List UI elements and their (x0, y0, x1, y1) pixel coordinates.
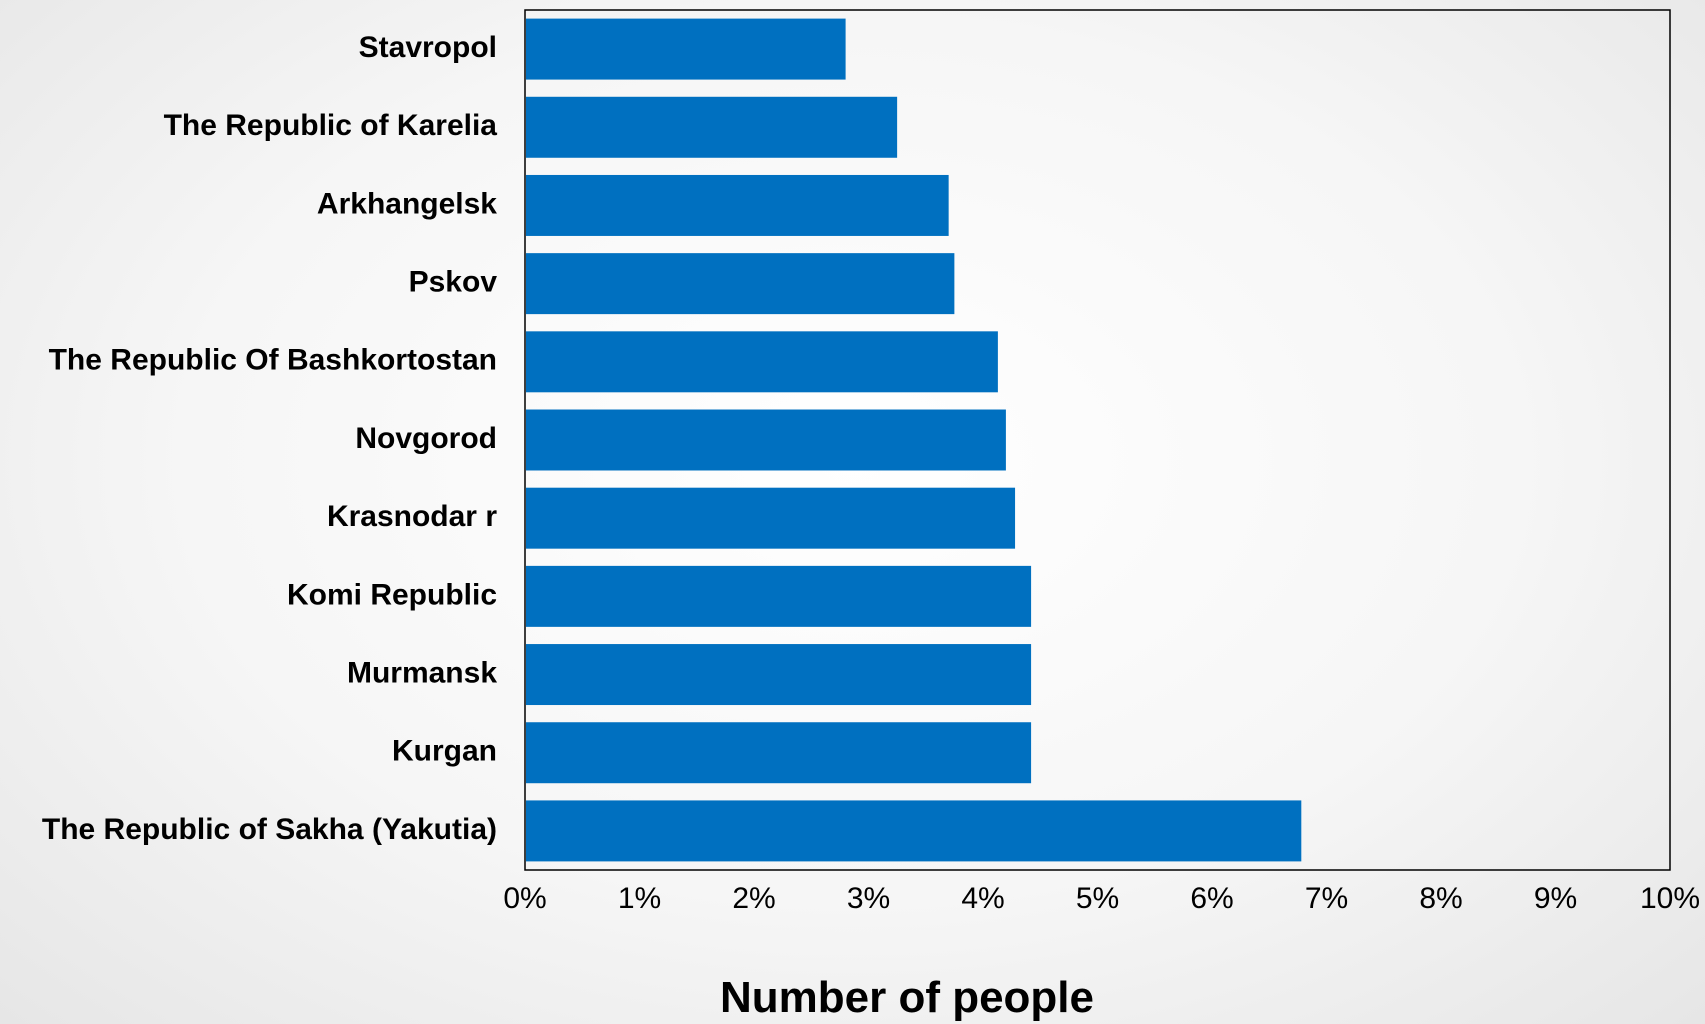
bar (526, 722, 1032, 784)
bar (526, 253, 955, 315)
category-label: Komi Republic (287, 578, 497, 611)
category-label: Kurgan (392, 735, 497, 768)
x-tick-label: 3% (847, 882, 890, 915)
bars-group (526, 18, 1302, 862)
category-label: Murmansk (347, 656, 497, 689)
x-tick-label: 10% (1640, 882, 1700, 915)
category-label: Arkhangelsk (317, 187, 497, 220)
x-tick-label: 1% (618, 882, 661, 915)
x-tick-label: 7% (1305, 882, 1348, 915)
bar (526, 565, 1032, 627)
category-label: Stavropol (359, 31, 497, 64)
x-axis-tick-labels: 0% 1% 2% 3% 4% 5% 6% 7% 8% 9% 10% (503, 882, 1700, 915)
category-labels: Stavropol The Republic of Karelia Arkhange… (42, 31, 497, 846)
bar (526, 644, 1032, 706)
category-label: The Republic of Sakha (Yakutia) (42, 813, 497, 846)
category-label: The Republic Of Bashkortostan (49, 344, 497, 377)
bar (526, 18, 846, 80)
bar (526, 409, 1006, 471)
x-tick-label: 9% (1534, 882, 1577, 915)
category-label: Novgorod (355, 422, 497, 455)
x-tick-label: 0% (503, 882, 546, 915)
x-tick-label: 8% (1419, 882, 1462, 915)
x-tick-label: 5% (1076, 882, 1119, 915)
bar (526, 331, 998, 393)
bar (526, 174, 949, 236)
category-label: Pskov (409, 266, 498, 299)
x-tick-label: 6% (1190, 882, 1233, 915)
x-tick-label: 4% (961, 882, 1004, 915)
bar (526, 487, 1016, 549)
category-label: The Republic of Karelia (164, 109, 498, 142)
bar (526, 800, 1302, 862)
category-label: Krasnodar r (327, 500, 497, 533)
bar (526, 96, 898, 158)
x-axis-title: Number of people (720, 973, 1094, 1022)
plot-area-frame (524, 9, 1671, 871)
x-tick-label: 2% (732, 882, 775, 915)
